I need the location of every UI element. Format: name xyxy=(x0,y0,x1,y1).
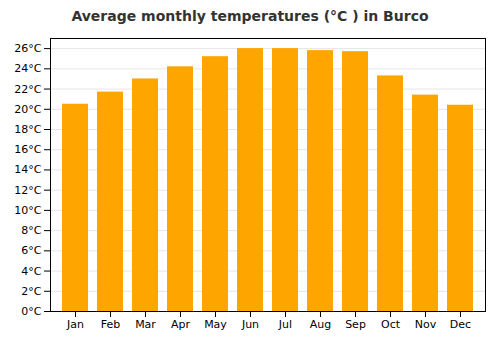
html-text:Average monthly temperatures (: Average monthly temperatures (°C ) in Bu… xyxy=(71,8,429,24)
svg-text:Sep: Sep xyxy=(345,318,366,331)
svg-text:May: May xyxy=(204,318,227,331)
svg-text:Aug: Aug xyxy=(310,318,331,331)
svg-text:Jan: Jan xyxy=(66,318,84,331)
svg-text:20°C: 20°C xyxy=(14,103,41,116)
svg-text:18°C: 18°C xyxy=(14,123,41,136)
svg-text:10°C: 10°C xyxy=(14,204,41,217)
svg-text:12°C: 12°C xyxy=(14,184,41,197)
svg-text:14°C: 14°C xyxy=(14,163,41,176)
svg-text:2°C: 2°C xyxy=(21,285,41,298)
svg-text:26°C: 26°C xyxy=(14,42,41,55)
svg-text:Jul: Jul xyxy=(278,318,292,331)
svg-text:Jun: Jun xyxy=(241,318,259,331)
svg-text:24°C: 24°C xyxy=(14,62,41,75)
svg-text:8°C: 8°C xyxy=(21,224,41,237)
svg-text:6°C: 6°C xyxy=(21,244,41,257)
svg-text:Apr: Apr xyxy=(171,318,191,331)
svg-text:0°C: 0°C xyxy=(21,305,41,318)
svg-text:4°C: 4°C xyxy=(21,265,41,278)
svg-text:22°C: 22°C xyxy=(14,83,41,96)
svg-text:Feb: Feb xyxy=(101,318,120,331)
svg-text:Mar: Mar xyxy=(135,318,156,331)
svg-text:Nov: Nov xyxy=(415,318,437,331)
svg-text:Dec: Dec xyxy=(450,318,471,331)
svg-text:16°C: 16°C xyxy=(14,143,41,156)
svg-text:Oct: Oct xyxy=(381,318,401,331)
